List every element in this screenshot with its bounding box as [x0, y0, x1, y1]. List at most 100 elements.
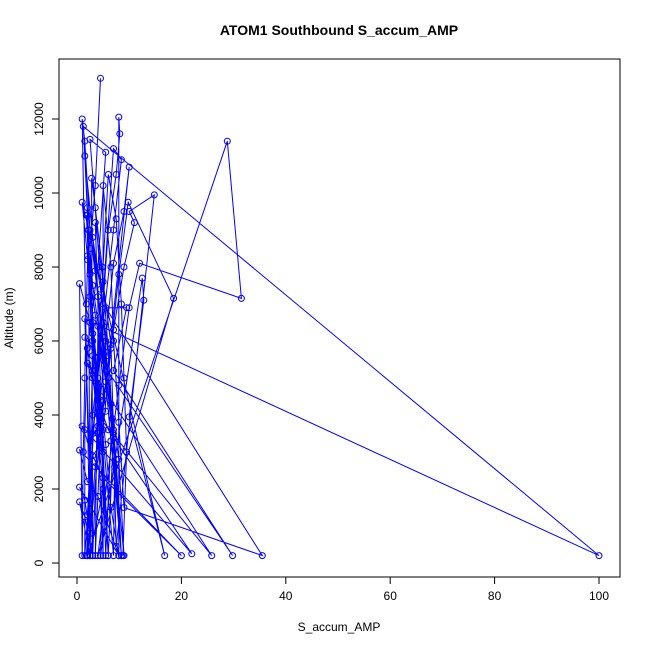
- data-point: [237, 294, 245, 302]
- data-point: [86, 135, 94, 143]
- data-point: [99, 319, 107, 326]
- data-point: [81, 374, 89, 382]
- data-point: [110, 326, 117, 334]
- data-point: [81, 333, 89, 341]
- data-point: [99, 552, 107, 560]
- y-axis: 0 2000 4000 6000 8000 10000 12000: [32, 102, 60, 566]
- data-point: [86, 529, 94, 537]
- data-point: [79, 448, 87, 456]
- data-point: [89, 452, 97, 460]
- data-point: [91, 219, 99, 227]
- data-point: [97, 415, 104, 423]
- data-point: [102, 441, 110, 449]
- data-point: [258, 552, 266, 560]
- data-point: [94, 293, 102, 301]
- y-tick-label: 0: [32, 559, 46, 566]
- data-point: [97, 74, 104, 82]
- data-point: [102, 552, 110, 560]
- data-point: [99, 396, 107, 404]
- data-point: [86, 293, 94, 301]
- data-point: [78, 115, 86, 123]
- chart-title: ATOM1 Southbound S_accum_AMP: [220, 22, 458, 38]
- data-point: [170, 294, 178, 302]
- y-axis-label: Altitude (m): [2, 287, 16, 348]
- data-point: [115, 455, 123, 463]
- data-point: [102, 304, 110, 312]
- data-point: [98, 263, 106, 271]
- data-point: [78, 552, 86, 560]
- data-point: [97, 285, 104, 293]
- data-point: [136, 259, 144, 267]
- data-point: [223, 137, 231, 145]
- data-point: [112, 215, 120, 223]
- data-point: [94, 552, 102, 560]
- data-point: [93, 381, 101, 389]
- data-point: [79, 122, 87, 130]
- data-point: [123, 448, 131, 456]
- data-point: [99, 182, 107, 190]
- data-point: [120, 208, 128, 215]
- x-tick-label: 60: [384, 589, 398, 603]
- data-point: [125, 208, 133, 215]
- data-point: [83, 204, 91, 212]
- data-point: [88, 174, 96, 182]
- data-point: [115, 418, 123, 426]
- x-tick-label: 40: [279, 589, 293, 603]
- data-point: [104, 552, 112, 560]
- data-point: [99, 485, 107, 493]
- y-tick-label: 10000: [32, 176, 46, 210]
- data-point: [99, 333, 107, 341]
- data-point: [208, 552, 216, 560]
- data-point: [89, 367, 97, 375]
- data-point: [115, 381, 123, 389]
- data-point: [107, 344, 115, 352]
- series-points: [76, 74, 603, 560]
- data-point: [81, 152, 89, 160]
- data-point: [102, 407, 110, 415]
- data-point: [125, 163, 133, 171]
- data-point: [109, 415, 116, 423]
- data-point: [94, 492, 102, 500]
- data-point: [76, 280, 84, 288]
- data-point: [130, 219, 138, 227]
- data-point: [595, 552, 603, 560]
- data-point: [104, 171, 112, 178]
- data-point: [89, 411, 97, 419]
- data-point: [82, 552, 90, 560]
- data-point: [89, 430, 97, 437]
- data-point: [91, 182, 99, 190]
- data-point: [123, 304, 131, 312]
- data-point: [76, 498, 84, 506]
- data-point: [89, 233, 97, 241]
- data-point: [104, 426, 112, 434]
- series-line: [78, 78, 600, 557]
- data-point: [99, 474, 107, 482]
- data-point: [111, 463, 119, 471]
- data-point: [97, 441, 104, 449]
- data-point: [82, 211, 90, 219]
- data-point: [110, 145, 117, 153]
- data-point: [89, 352, 97, 360]
- data-point: [110, 226, 117, 234]
- data-point: [102, 378, 110, 386]
- data-point: [94, 422, 102, 430]
- data-point: [89, 282, 97, 289]
- data-point: [115, 270, 123, 278]
- data-point: [107, 400, 115, 408]
- x-tick-label: 80: [488, 589, 502, 603]
- data-point: [83, 359, 91, 367]
- data-point: [107, 437, 115, 445]
- data-point: [120, 374, 128, 382]
- data-point: [110, 552, 117, 560]
- data-point: [94, 322, 102, 330]
- data-point: [140, 296, 148, 304]
- data-point: [120, 504, 128, 511]
- y-tick-label: 8000: [32, 253, 46, 280]
- data-point: [91, 552, 99, 560]
- data-point: [125, 413, 133, 421]
- data-point: [104, 352, 112, 360]
- y-tick-label: 12000: [32, 102, 46, 136]
- plot-frame: [58, 58, 621, 578]
- data-point: [83, 344, 91, 352]
